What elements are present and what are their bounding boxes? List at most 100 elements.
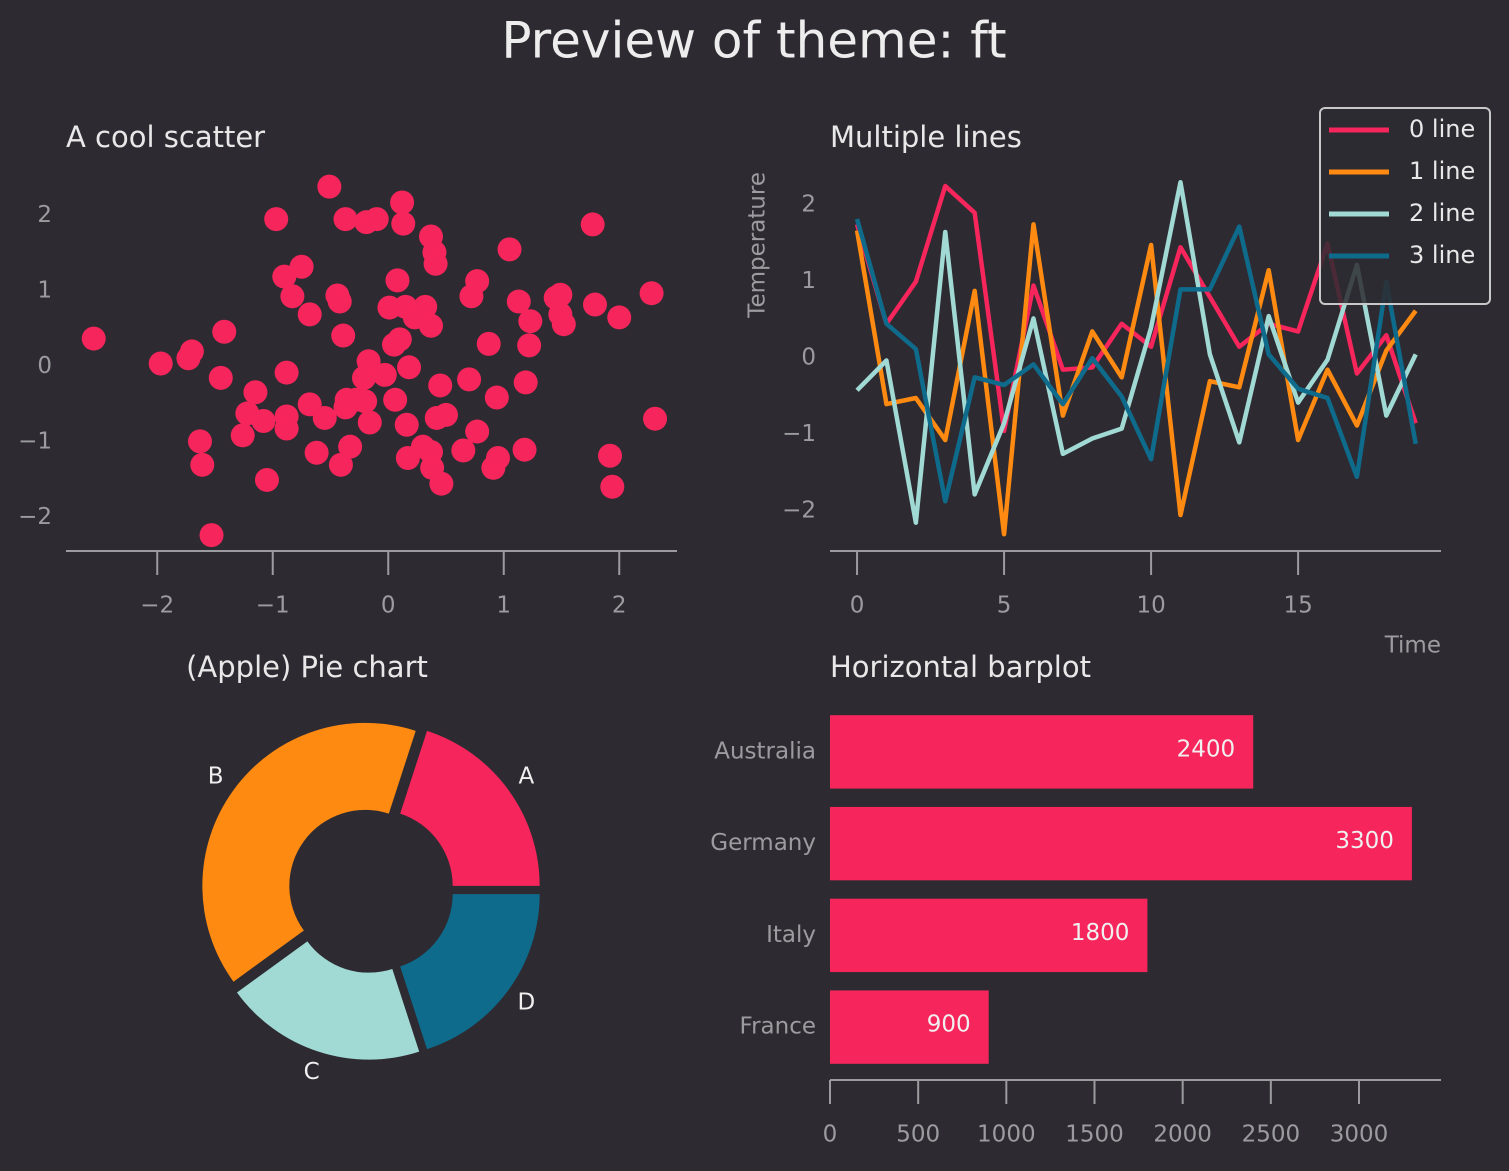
bar: [830, 898, 1148, 973]
scatter-point: [429, 471, 454, 496]
scatter-point: [187, 429, 212, 454]
scatter-point: [353, 389, 378, 414]
legend-label: 0 line: [1409, 115, 1475, 143]
scatter-point: [497, 237, 522, 262]
pie-slice: [400, 894, 540, 1050]
scatter-point: [351, 365, 376, 390]
x-tick-label: 1500: [1065, 1122, 1124, 1148]
x-tick-label: 1000: [977, 1122, 1036, 1148]
scatter-point: [413, 294, 438, 319]
data-line: [855, 179, 1418, 525]
y-tick-label: −2: [782, 498, 816, 524]
scatter-point: [199, 523, 224, 548]
x-tick-label: 500: [896, 1122, 940, 1148]
y-axis-label: Temperature: [745, 172, 771, 319]
scatter-point: [230, 423, 255, 448]
scatter-point: [418, 313, 443, 338]
chart-title: Horizontal barplot: [830, 650, 1091, 684]
scatter-point: [327, 289, 352, 314]
scatter-point: [580, 212, 605, 237]
scatter-point: [423, 251, 448, 276]
x-tick-label: 5: [997, 593, 1012, 619]
scatter-point: [598, 443, 623, 468]
chart-title: A cool scatter: [66, 120, 265, 154]
scatter-point: [513, 370, 538, 395]
bar-value-label: 2400: [1177, 736, 1236, 762]
scatter-point: [465, 419, 490, 444]
figure-title: Preview of theme: ft: [501, 12, 1006, 70]
legend-label: 2 line: [1409, 199, 1475, 227]
x-tick-label: 2000: [1153, 1122, 1212, 1148]
scatter-point: [81, 326, 106, 351]
scatter-point: [297, 302, 322, 327]
scatter-point: [385, 268, 410, 293]
x-tick-label: −1: [256, 593, 290, 619]
scatter-point: [190, 452, 215, 477]
y-tick-label: 1: [37, 277, 52, 303]
x-tick-label: 3000: [1330, 1122, 1389, 1148]
scatter-point: [485, 446, 510, 471]
scatter-point: [289, 254, 314, 279]
scatter-point: [304, 440, 329, 465]
scatter-point: [212, 319, 237, 344]
x-tick-label: 1: [496, 593, 511, 619]
y-tick-label: −1: [18, 429, 52, 455]
pie-slice: [236, 941, 420, 1060]
scatter-point: [357, 410, 382, 435]
bar-value-label: 900: [927, 1012, 971, 1038]
scatter-point: [457, 367, 482, 392]
scatter-point: [333, 207, 358, 232]
scatter-point: [397, 355, 422, 380]
y-tick-label: 1: [801, 268, 816, 294]
y-tick-label: −2: [18, 504, 52, 530]
x-tick-label: 10: [1136, 593, 1165, 619]
pie-label: D: [517, 989, 535, 1015]
bar: [830, 806, 1412, 881]
scatter-point: [607, 305, 632, 330]
scatter-point: [428, 373, 453, 398]
pie-slice: [400, 730, 540, 886]
x-tick-label: 0: [850, 593, 865, 619]
x-axis-label: Time: [1384, 633, 1441, 659]
scatter-point: [254, 467, 279, 492]
scatter-point: [331, 323, 356, 348]
y-tick-label: 0: [801, 345, 816, 371]
legend-label: 1 line: [1409, 157, 1475, 185]
scatter-point: [433, 402, 458, 427]
scatter-point: [364, 207, 389, 232]
legend-label: 3 line: [1409, 241, 1475, 269]
scatter-point: [251, 408, 276, 433]
pie-label: C: [304, 1059, 320, 1085]
scatter-point: [410, 434, 435, 459]
y-tick-label: 2: [801, 192, 816, 218]
scatter-point: [506, 289, 531, 314]
scatter-point: [548, 282, 573, 307]
scatter-point: [582, 292, 607, 317]
scatter-point: [274, 360, 299, 385]
pie-slice: [202, 722, 416, 982]
scatter-point: [390, 190, 415, 215]
scatter-point: [179, 339, 204, 364]
scatter-point: [383, 387, 408, 412]
scatter-point: [148, 351, 173, 376]
scatter-point: [512, 437, 537, 462]
scatter-point: [451, 438, 476, 463]
scatter-point: [394, 412, 419, 437]
scatter-point: [243, 380, 268, 405]
scatter-point: [280, 284, 305, 309]
scatter-point: [643, 406, 668, 431]
y-tick-label: −1: [782, 421, 816, 447]
bar: [830, 990, 989, 1064]
data-line: [854, 222, 1418, 537]
x-tick-label: 2500: [1242, 1122, 1301, 1148]
scatter-point: [518, 309, 543, 334]
scatter-point: [274, 416, 299, 441]
x-tick-label: 2: [612, 593, 627, 619]
scatter-point: [639, 281, 664, 306]
chart-title: Multiple lines: [830, 120, 1022, 154]
y-tick-label: 2: [37, 202, 52, 228]
scatter-point: [372, 362, 397, 387]
pie-label: A: [518, 764, 534, 790]
